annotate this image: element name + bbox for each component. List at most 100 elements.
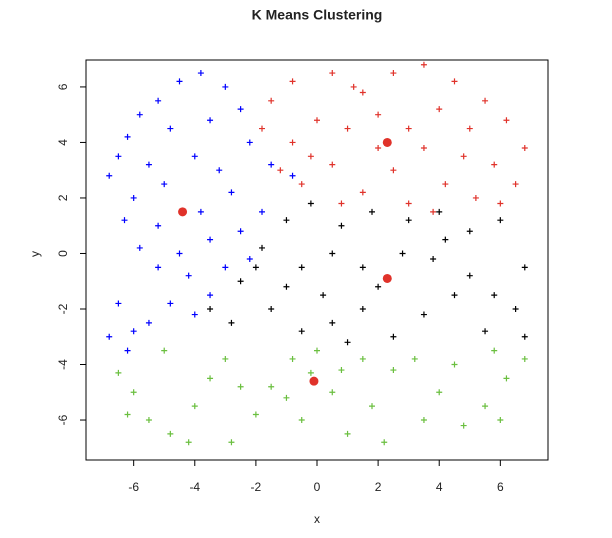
data-point (350, 83, 357, 90)
data-point (497, 217, 504, 224)
data-point (167, 125, 174, 132)
data-point (329, 161, 336, 168)
data-point (185, 272, 192, 279)
data-point (121, 217, 128, 224)
data-point (155, 97, 162, 104)
data-point (161, 181, 168, 188)
data-point (259, 244, 265, 251)
data-point (130, 194, 137, 201)
data-point (106, 333, 113, 340)
data-point (268, 161, 275, 168)
data-point (390, 333, 397, 340)
data-point (420, 417, 427, 424)
data-point (207, 375, 214, 382)
data-point (136, 111, 143, 118)
data-point (375, 283, 382, 290)
data-point (115, 153, 122, 160)
data-point (359, 189, 366, 196)
data-point (497, 200, 504, 207)
data-point (176, 250, 183, 257)
data-point (307, 200, 314, 207)
data-point (197, 208, 204, 215)
data-point (399, 250, 406, 257)
data-point (329, 389, 336, 396)
data-point (228, 439, 235, 446)
data-point (237, 228, 244, 235)
data-point (521, 144, 528, 151)
data-point (491, 161, 498, 168)
data-point (252, 264, 259, 271)
data-point (375, 111, 382, 118)
data-point (124, 411, 131, 418)
data-point (329, 319, 336, 326)
data-point (283, 394, 290, 401)
data-point (277, 167, 284, 174)
data-point (246, 139, 253, 146)
data-point (222, 264, 229, 271)
data-point (359, 355, 366, 362)
data-point (420, 311, 427, 318)
data-point (338, 222, 345, 229)
data-point (207, 236, 214, 243)
cluster-center (309, 376, 319, 386)
data-point (145, 161, 152, 168)
x-tick-label: -4 (189, 480, 200, 494)
x-tick-label: 0 (314, 480, 321, 494)
data-point (521, 264, 528, 271)
y-tick-label: -2 (56, 303, 70, 314)
x-tick-label: 4 (436, 480, 443, 494)
x-tick-label: 6 (497, 480, 504, 494)
data-point (259, 125, 265, 132)
data-point (482, 97, 489, 104)
data-point (283, 283, 290, 290)
data-point (405, 200, 412, 207)
data-point (521, 333, 528, 340)
data-point (381, 439, 388, 446)
data-point (338, 367, 345, 374)
data-point (442, 181, 449, 188)
data-point (503, 117, 510, 124)
data-point (222, 83, 229, 90)
data-point (512, 305, 519, 312)
data-point (268, 383, 275, 390)
data-point (222, 355, 229, 362)
data-point (155, 222, 162, 229)
data-point (185, 439, 192, 446)
data-point (344, 339, 351, 346)
cluster-center (178, 207, 188, 217)
data-point (115, 300, 122, 307)
data-point (130, 389, 137, 396)
data-point (130, 328, 137, 335)
data-point (503, 375, 510, 382)
data-point (191, 403, 198, 410)
x-axis-label: x (314, 512, 320, 526)
data-point (237, 278, 244, 285)
data-point (512, 181, 519, 188)
y-tick-label: 6 (56, 83, 70, 90)
data-point (460, 422, 467, 429)
data-point (167, 430, 174, 437)
data-point (436, 106, 443, 113)
data-point (411, 355, 418, 362)
data-point (390, 167, 397, 174)
data-point (161, 347, 168, 354)
data-point (307, 369, 314, 376)
data-point (136, 244, 143, 251)
data-point (237, 106, 244, 113)
data-point (491, 292, 498, 299)
data-point (124, 347, 131, 354)
data-point (430, 208, 437, 215)
data-point (268, 305, 275, 312)
data-point (329, 70, 336, 77)
data-point (521, 355, 528, 362)
data-point (369, 208, 375, 215)
data-point (216, 167, 223, 174)
cluster-center (382, 273, 392, 283)
cluster-center (382, 137, 392, 147)
data-point (466, 125, 473, 132)
data-point (359, 89, 366, 96)
data-point (197, 70, 204, 77)
data-point (375, 144, 382, 151)
data-point (430, 256, 437, 263)
